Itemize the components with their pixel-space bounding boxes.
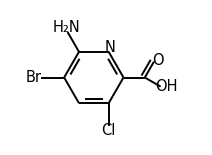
Text: N: N bbox=[105, 40, 115, 55]
Text: H₂N: H₂N bbox=[53, 20, 81, 35]
Text: Cl: Cl bbox=[102, 123, 116, 138]
Text: O: O bbox=[152, 53, 164, 68]
Text: OH: OH bbox=[155, 79, 177, 94]
Text: Br: Br bbox=[26, 70, 42, 85]
